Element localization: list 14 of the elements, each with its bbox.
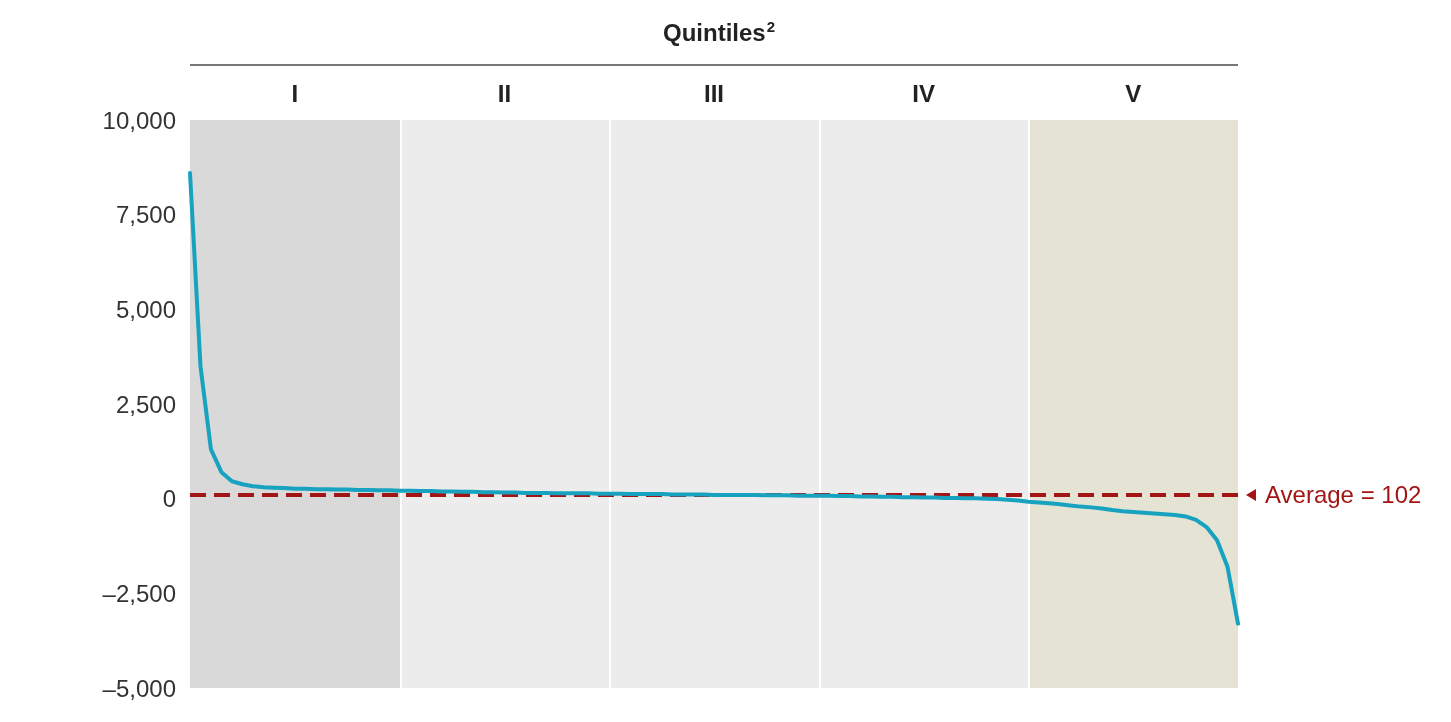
- y-tick-label: –2,500: [102, 579, 176, 607]
- y-tick-label: 5,000: [115, 295, 176, 323]
- text: II: [497, 80, 512, 108]
- text: I: [291, 80, 299, 108]
- y-tick-label: 0: [162, 485, 176, 513]
- text: IV: [912, 80, 935, 108]
- text: V: [1125, 80, 1142, 108]
- y-tick-label: 7,500: [115, 201, 176, 229]
- y-tick-label: –5,000: [102, 674, 176, 702]
- text: III: [703, 80, 724, 108]
- y-tick-label: 2,500: [115, 390, 176, 418]
- ref-line-label: Average = 102: [1265, 481, 1422, 509]
- y-tick-label: 10,000: [102, 106, 176, 134]
- line-series: [188, 171, 1240, 626]
